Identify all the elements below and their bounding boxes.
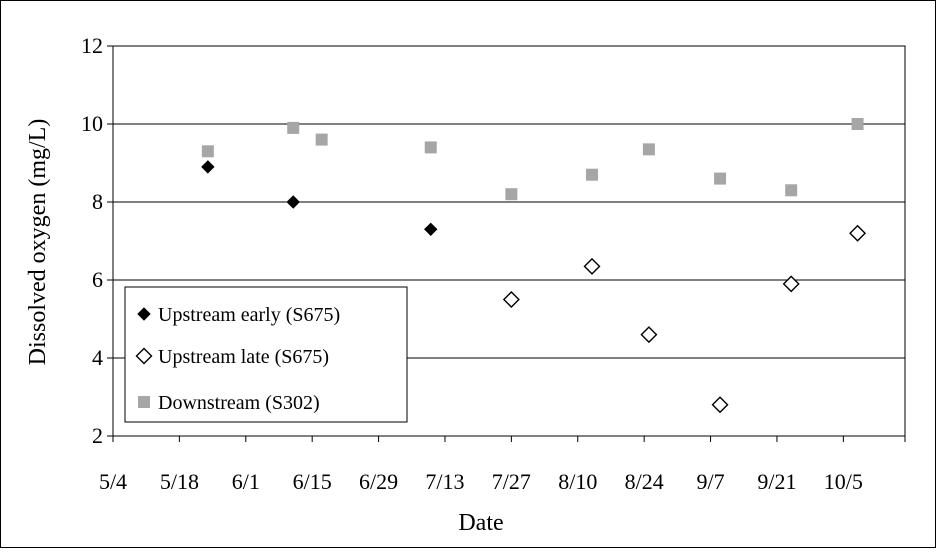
- x-tick-label: 6/15: [293, 469, 332, 494]
- data-point: [502, 291, 520, 308]
- legend-marker: [137, 307, 151, 321]
- x-tick-label: 5/18: [160, 469, 199, 494]
- x-tick-label: 7/27: [492, 469, 531, 494]
- x-tick-label: 8/10: [558, 469, 597, 494]
- legend-label: Downstream (S302): [158, 392, 320, 414]
- data-point: [424, 141, 437, 154]
- data-point: [714, 172, 727, 185]
- data-point: [640, 326, 658, 344]
- y-tick-label: 6: [92, 267, 103, 292]
- x-axis-title: Date: [458, 510, 503, 536]
- legend-marker: [135, 347, 153, 365]
- data-points: [201, 118, 867, 414]
- data-point: [201, 145, 214, 158]
- data-point: [583, 257, 601, 275]
- data-point: [315, 133, 328, 146]
- legend: Upstream early (S675) Upstream late (S675…: [124, 286, 408, 423]
- legend-label: Upstream late (S675): [158, 346, 329, 368]
- x-tick-label: 7/13: [425, 469, 464, 494]
- data-point: [785, 184, 798, 197]
- y-tick-label: 8: [92, 189, 103, 214]
- data-point: [642, 143, 655, 156]
- y-axis-title: Dissolved oxygen (mg/L): [25, 119, 51, 366]
- axes: [107, 45, 906, 442]
- legend-items: Upstream early (S675) Upstream late (S675…: [135, 304, 340, 414]
- x-tick-label: 9/21: [757, 469, 796, 494]
- x-tick-label: 8/24: [625, 469, 664, 494]
- legend-box: [124, 286, 408, 423]
- data-point: [782, 275, 800, 293]
- y-tick-label: 12: [81, 33, 103, 58]
- x-tick-label: 6/1: [232, 469, 260, 494]
- y-tick-label: 4: [92, 345, 103, 370]
- data-point: [711, 396, 729, 414]
- legend-marker: [138, 396, 150, 408]
- data-point: [849, 224, 867, 242]
- gridlines: [113, 123, 905, 359]
- data-point: [201, 160, 215, 174]
- y-tick-label: 10: [81, 111, 103, 136]
- data-point: [851, 118, 864, 130]
- tick-labels: 2 4 6 8 10 12 5/4 5/18 6/1 6/15 6/29 7/13 7/27 8/10 8/…: [81, 33, 863, 494]
- legend-label: Upstream early (S675): [158, 304, 340, 326]
- x-tick-label: 10/5: [824, 469, 863, 494]
- x-tick-label: 9/7: [696, 469, 724, 494]
- data-point: [286, 195, 300, 209]
- data-point: [585, 168, 598, 181]
- y-tick-label: 2: [92, 423, 103, 448]
- data-point: [424, 222, 438, 237]
- data-point: [505, 188, 518, 201]
- x-tick-label: 6/29: [359, 469, 398, 494]
- data-point: [287, 121, 300, 134]
- x-tick-label: 5/4: [99, 469, 127, 494]
- plot-area: [112, 45, 906, 437]
